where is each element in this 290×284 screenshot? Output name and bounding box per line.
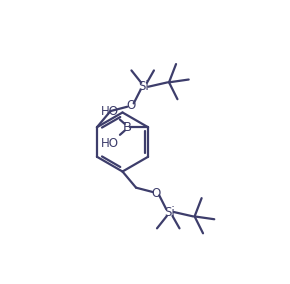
Text: Si: Si [139, 80, 149, 93]
Text: Si: Si [164, 206, 175, 218]
Text: HO: HO [101, 137, 119, 150]
Text: HO: HO [101, 105, 119, 118]
Text: O: O [126, 99, 135, 112]
Text: O: O [152, 187, 161, 200]
Text: B: B [122, 121, 132, 134]
